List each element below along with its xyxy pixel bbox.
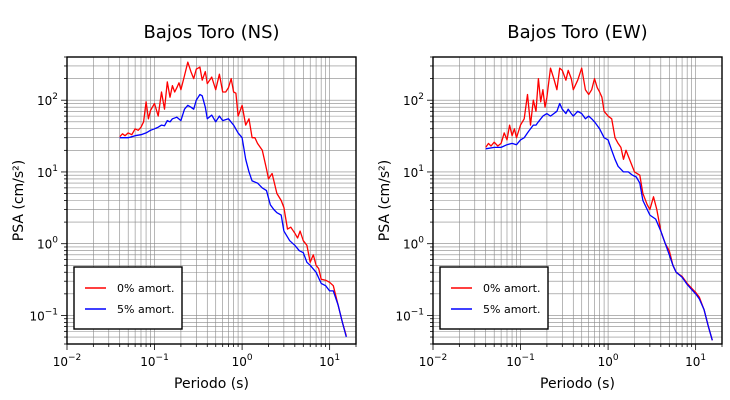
tick-base: 10: [37, 166, 52, 180]
tick-base: 10: [319, 355, 334, 369]
y-tick-label: 102: [403, 92, 424, 108]
tick-exponent: 0: [418, 236, 424, 246]
y-tick-label: 10−1: [29, 307, 58, 323]
x-tick-label: 10−2: [53, 353, 82, 369]
tick-exponent: 1: [418, 164, 424, 174]
x-tick-label: 10−1: [506, 353, 535, 369]
tick-exponent: −1: [522, 353, 535, 363]
tick-base: 10: [403, 94, 418, 108]
x-tick-label: 10−2: [419, 353, 448, 369]
legend-box: [73, 266, 183, 330]
y-tick-label: 101: [403, 164, 424, 180]
series-line-undamped: [119, 61, 347, 336]
legend: 0% amort. 5% amort.: [439, 266, 549, 330]
y-tick-label: 102: [37, 92, 58, 108]
tick-exponent: −2: [68, 353, 81, 363]
plot-frame: [432, 56, 723, 345]
chart-title: Bajos Toro (NS): [143, 22, 279, 43]
tick-base: 10: [403, 238, 418, 252]
tick-base: 10: [232, 355, 247, 369]
y-tick-label: 100: [37, 236, 58, 252]
x-tick-label: 100: [598, 353, 619, 369]
tick-base: 10: [37, 238, 52, 252]
tick-base: 10: [403, 166, 418, 180]
tick-exponent: −1: [411, 307, 424, 317]
tick-exponent: 1: [334, 353, 340, 363]
legend-label: 0% amort.: [483, 282, 540, 295]
x-tick-label: 101: [685, 353, 706, 369]
series-line-damped: [119, 93, 347, 338]
tick-exponent: 2: [418, 92, 424, 102]
legend-label: 0% amort.: [117, 282, 174, 295]
legend-box: [439, 266, 549, 330]
tick-exponent: 0: [613, 353, 619, 363]
y-tick-label: 101: [37, 164, 58, 180]
series-line-damped: [485, 102, 713, 341]
tick-base: 10: [29, 309, 44, 323]
plot-frame: [66, 56, 357, 345]
tick-base: 10: [506, 355, 521, 369]
y-tick-label: 10−1: [395, 307, 424, 323]
tick-base: 10: [685, 355, 700, 369]
tick-base: 10: [419, 355, 434, 369]
tick-base: 10: [395, 309, 410, 323]
y-axis-label: PSA (cm/s²): [377, 160, 393, 242]
tick-exponent: 2: [52, 92, 58, 102]
chart-ns: Bajos Toro (NS)10−2 10−1 100 10110−11001011…: [11, 22, 357, 392]
x-axis-label: Periodo (s): [540, 376, 615, 392]
tick-exponent: 0: [247, 353, 253, 363]
legend-label: 5% amort.: [483, 303, 540, 316]
x-tick-label: 100: [232, 353, 253, 369]
chart-ew: Bajos Toro (EW)10−2 10−1 100 10110−11001011…: [377, 22, 723, 392]
tick-exponent: 1: [52, 164, 58, 174]
x-axis-label: Periodo (s): [174, 376, 249, 392]
tick-exponent: 0: [52, 236, 58, 246]
legend: 0% amort. 5% amort.: [73, 266, 183, 330]
tick-exponent: −1: [156, 353, 169, 363]
y-axis-label: PSA (cm/s²): [11, 160, 27, 242]
legend-label: 5% amort.: [117, 303, 174, 316]
tick-base: 10: [37, 94, 52, 108]
tick-exponent: 1: [700, 353, 706, 363]
chart-title: Bajos Toro (EW): [507, 22, 647, 43]
tick-exponent: −2: [434, 353, 447, 363]
tick-base: 10: [598, 355, 613, 369]
y-tick-label: 100: [403, 236, 424, 252]
x-tick-label: 101: [319, 353, 340, 369]
tick-base: 10: [140, 355, 155, 369]
tick-base: 10: [53, 355, 68, 369]
x-tick-label: 10−1: [140, 353, 169, 369]
tick-exponent: −1: [45, 307, 58, 317]
